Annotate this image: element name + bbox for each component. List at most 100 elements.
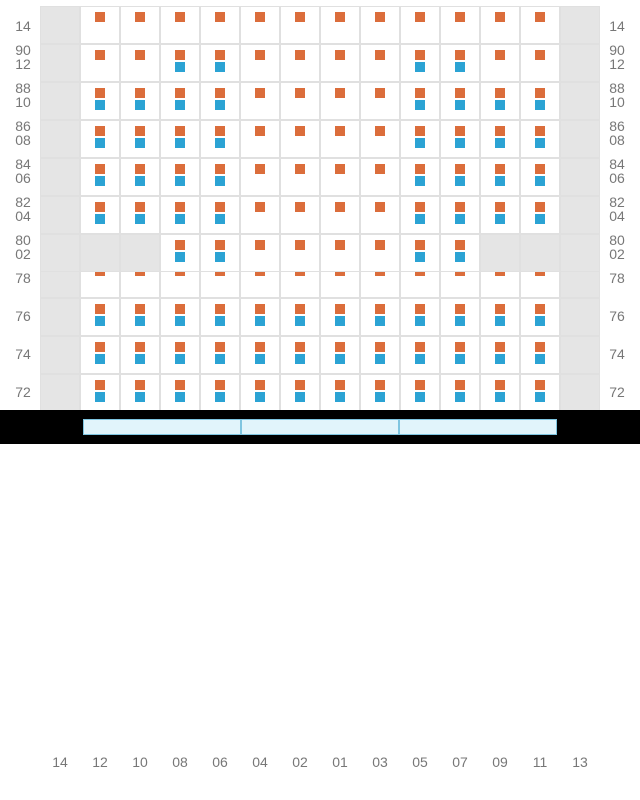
seat-orange[interactable] bbox=[455, 50, 465, 60]
seat-orange[interactable] bbox=[215, 50, 225, 60]
seat-blue[interactable] bbox=[495, 354, 505, 364]
seat-blue[interactable] bbox=[95, 354, 105, 364]
seat-blue[interactable] bbox=[175, 316, 185, 326]
seat-orange[interactable] bbox=[495, 202, 505, 212]
seat-blue[interactable] bbox=[495, 214, 505, 224]
seat-blue[interactable] bbox=[295, 354, 305, 364]
seat-orange[interactable] bbox=[415, 304, 425, 314]
seat-orange[interactable] bbox=[535, 88, 545, 98]
seat-orange[interactable] bbox=[295, 380, 305, 390]
seat-orange[interactable] bbox=[175, 304, 185, 314]
seat-orange[interactable] bbox=[335, 240, 345, 250]
seat-blue[interactable] bbox=[455, 138, 465, 148]
seat-orange[interactable] bbox=[175, 380, 185, 390]
seat-blue[interactable] bbox=[415, 252, 425, 262]
seat-orange[interactable] bbox=[135, 50, 145, 60]
seat-orange[interactable] bbox=[455, 164, 465, 174]
seat-orange[interactable] bbox=[375, 342, 385, 352]
seat-orange[interactable] bbox=[215, 240, 225, 250]
seat-orange[interactable] bbox=[495, 50, 505, 60]
seat-blue[interactable] bbox=[335, 354, 345, 364]
seat-orange[interactable] bbox=[415, 380, 425, 390]
seat-orange[interactable] bbox=[295, 342, 305, 352]
seat-blue[interactable] bbox=[535, 316, 545, 326]
seat-orange[interactable] bbox=[295, 164, 305, 174]
seat-blue[interactable] bbox=[455, 392, 465, 402]
seat-orange[interactable] bbox=[215, 380, 225, 390]
seat-orange[interactable] bbox=[495, 380, 505, 390]
seat-orange[interactable] bbox=[95, 50, 105, 60]
seat-orange[interactable] bbox=[455, 126, 465, 136]
seat-orange[interactable] bbox=[95, 126, 105, 136]
seat-orange[interactable] bbox=[535, 202, 545, 212]
seat-orange[interactable] bbox=[495, 164, 505, 174]
seat-orange[interactable] bbox=[175, 164, 185, 174]
seat-orange[interactable] bbox=[495, 126, 505, 136]
seat-orange[interactable] bbox=[335, 88, 345, 98]
seat-blue[interactable] bbox=[295, 316, 305, 326]
seat-orange[interactable] bbox=[375, 12, 385, 22]
seat-orange[interactable] bbox=[535, 164, 545, 174]
seat-orange[interactable] bbox=[495, 12, 505, 22]
seat-blue[interactable] bbox=[175, 62, 185, 72]
seat-orange[interactable] bbox=[175, 12, 185, 22]
seat-blue[interactable] bbox=[535, 354, 545, 364]
seat-orange[interactable] bbox=[535, 304, 545, 314]
seat-orange[interactable] bbox=[135, 304, 145, 314]
seat-blue[interactable] bbox=[215, 316, 225, 326]
seat-orange[interactable] bbox=[375, 304, 385, 314]
seat-blue[interactable] bbox=[415, 62, 425, 72]
seat-blue[interactable] bbox=[255, 392, 265, 402]
seat-orange[interactable] bbox=[95, 202, 105, 212]
seat-orange[interactable] bbox=[295, 88, 305, 98]
seat-blue[interactable] bbox=[455, 354, 465, 364]
seat-blue[interactable] bbox=[215, 100, 225, 110]
seat-orange[interactable] bbox=[175, 240, 185, 250]
seat-blue[interactable] bbox=[135, 100, 145, 110]
seat-orange[interactable] bbox=[415, 126, 425, 136]
seat-blue[interactable] bbox=[455, 100, 465, 110]
seat-orange[interactable] bbox=[255, 304, 265, 314]
seat-orange[interactable] bbox=[375, 88, 385, 98]
seat-orange[interactable] bbox=[535, 12, 545, 22]
seat-orange[interactable] bbox=[95, 12, 105, 22]
seat-orange[interactable] bbox=[135, 202, 145, 212]
seat-orange[interactable] bbox=[255, 126, 265, 136]
seat-orange[interactable] bbox=[215, 126, 225, 136]
seat-orange[interactable] bbox=[255, 380, 265, 390]
seat-orange[interactable] bbox=[175, 342, 185, 352]
seat-blue[interactable] bbox=[415, 100, 425, 110]
seat-blue[interactable] bbox=[415, 392, 425, 402]
seat-blue[interactable] bbox=[375, 316, 385, 326]
seat-orange[interactable] bbox=[215, 304, 225, 314]
seat-orange[interactable] bbox=[375, 126, 385, 136]
seat-blue[interactable] bbox=[95, 214, 105, 224]
seat-blue[interactable] bbox=[135, 138, 145, 148]
seat-blue[interactable] bbox=[255, 354, 265, 364]
seat-orange[interactable] bbox=[295, 12, 305, 22]
seat-orange[interactable] bbox=[455, 304, 465, 314]
seat-orange[interactable] bbox=[255, 88, 265, 98]
seat-orange[interactable] bbox=[255, 342, 265, 352]
seat-blue[interactable] bbox=[495, 100, 505, 110]
seat-orange[interactable] bbox=[535, 126, 545, 136]
seat-orange[interactable] bbox=[455, 202, 465, 212]
seat-orange[interactable] bbox=[295, 304, 305, 314]
seat-blue[interactable] bbox=[175, 354, 185, 364]
seat-orange[interactable] bbox=[455, 240, 465, 250]
seat-blue[interactable] bbox=[135, 392, 145, 402]
seat-blue[interactable] bbox=[455, 252, 465, 262]
seat-blue[interactable] bbox=[455, 214, 465, 224]
seat-blue[interactable] bbox=[135, 354, 145, 364]
seat-blue[interactable] bbox=[135, 316, 145, 326]
seat-orange[interactable] bbox=[95, 164, 105, 174]
seat-orange[interactable] bbox=[255, 50, 265, 60]
seat-orange[interactable] bbox=[535, 380, 545, 390]
seat-orange[interactable] bbox=[415, 202, 425, 212]
seat-blue[interactable] bbox=[295, 392, 305, 402]
seat-orange[interactable] bbox=[135, 164, 145, 174]
seat-orange[interactable] bbox=[495, 342, 505, 352]
seat-orange[interactable] bbox=[375, 164, 385, 174]
seat-orange[interactable] bbox=[335, 12, 345, 22]
seat-orange[interactable] bbox=[455, 12, 465, 22]
